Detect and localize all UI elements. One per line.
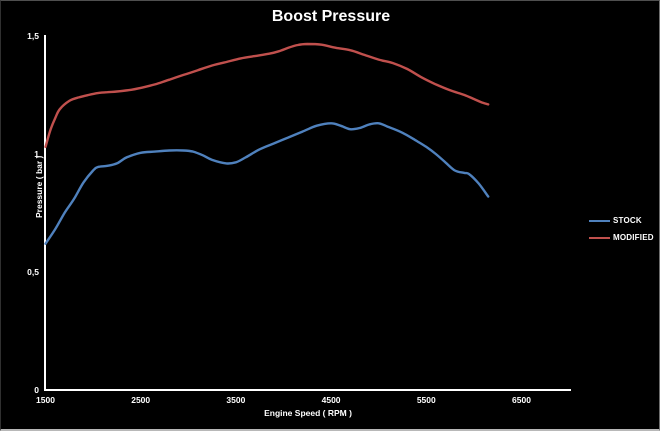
- y-axis-line: [44, 35, 46, 391]
- y-tick-label: 0,5: [27, 267, 39, 277]
- legend-entry-stock: STOCK: [589, 216, 654, 225]
- y-tick-label: 1,5: [27, 31, 39, 41]
- legend-label: STOCK: [613, 216, 642, 225]
- x-axis-title: Engine Speed ( RPM ): [264, 408, 352, 418]
- x-tick-label: 3500: [226, 395, 246, 405]
- series-line-stock: [44, 122, 490, 245]
- legend: STOCK MODIFIED: [589, 216, 654, 242]
- series-line-modified: [44, 42, 490, 149]
- x-tick-label: 6500: [512, 395, 531, 405]
- x-tick-label: 5500: [416, 395, 436, 405]
- y-tick-label: 0: [34, 385, 39, 395]
- x-tick-label: 4500: [321, 395, 341, 405]
- x-tick-label: 1500: [36, 395, 55, 405]
- legend-swatch-stock: [589, 219, 610, 222]
- legend-swatch-modified: [589, 236, 610, 239]
- y-tick-label: 1: [34, 149, 39, 159]
- legend-entry-modified: MODIFIED: [589, 233, 654, 242]
- legend-label: MODIFIED: [613, 233, 654, 242]
- x-axis-line: [44, 389, 571, 391]
- chart-title: Boost Pressure: [271, 8, 391, 25]
- x-tick-label: 2500: [131, 395, 151, 405]
